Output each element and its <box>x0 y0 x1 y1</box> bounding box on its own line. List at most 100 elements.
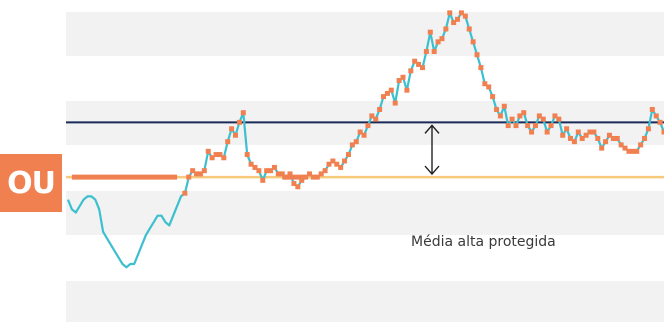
data-point-marker <box>470 39 476 45</box>
data-point-marker <box>225 139 231 145</box>
data-point-marker <box>197 171 203 177</box>
data-point-marker <box>213 152 219 158</box>
data-point-marker <box>634 148 640 154</box>
data-point-marker <box>490 94 496 100</box>
data-point-marker <box>540 116 546 122</box>
data-point-marker <box>493 106 499 112</box>
data-point-marker <box>626 148 632 154</box>
data-point-marker <box>521 110 527 116</box>
data-point-marker <box>517 113 523 119</box>
data-point-marker <box>606 132 612 138</box>
data-point-marker <box>657 119 663 125</box>
data-point-marker <box>217 152 223 158</box>
data-point-marker <box>205 148 211 154</box>
data-point-marker <box>186 174 192 180</box>
data-point-marker <box>501 103 507 109</box>
data-point-marker <box>478 65 484 71</box>
data-point-marker <box>318 171 324 177</box>
data-point-marker <box>603 139 609 145</box>
data-point-marker <box>653 113 659 119</box>
background-band <box>66 281 664 322</box>
data-point-marker <box>610 135 616 141</box>
data-point-marker <box>536 113 542 119</box>
data-point-marker <box>474 52 480 58</box>
data-point-marker <box>497 113 503 119</box>
data-point-marker <box>201 168 207 174</box>
data-point-marker <box>221 155 227 161</box>
data-point-marker <box>404 87 410 93</box>
data-point-marker <box>568 135 574 141</box>
data-point-marker <box>299 177 305 183</box>
data-point-marker <box>377 106 383 112</box>
data-point-marker <box>416 61 422 67</box>
data-point-marker <box>190 168 196 174</box>
data-point-marker <box>408 68 414 74</box>
data-point-marker <box>579 135 585 141</box>
data-point-marker <box>271 164 277 170</box>
data-point-marker <box>244 152 250 158</box>
data-point-marker <box>560 132 566 138</box>
data-point-marker <box>240 110 246 116</box>
data-point-marker <box>466 26 472 32</box>
data-point-marker <box>233 132 239 138</box>
data-point-marker <box>419 65 425 71</box>
data-point-marker <box>595 135 601 141</box>
data-point-marker <box>229 126 235 132</box>
data-point-marker <box>295 184 301 190</box>
data-point-marker <box>587 129 593 135</box>
data-point-marker <box>283 174 289 180</box>
data-point-marker <box>392 100 398 106</box>
data-point-marker <box>638 142 644 148</box>
data-point-marker <box>556 116 562 122</box>
data-point-marker <box>642 135 648 141</box>
data-point-marker <box>291 181 297 187</box>
data-point-marker <box>326 161 332 167</box>
data-point-marker <box>427 29 433 35</box>
data-point-marker <box>583 132 589 138</box>
data-point-marker <box>649 106 655 112</box>
data-point-marker <box>365 123 371 129</box>
data-point-marker <box>532 123 538 129</box>
data-point-marker <box>599 145 605 151</box>
data-point-marker <box>310 174 316 180</box>
data-point-marker <box>248 161 254 167</box>
data-point-marker <box>412 58 418 64</box>
data-point-marker <box>575 129 581 135</box>
data-point-marker <box>462 13 468 19</box>
data-point-marker <box>525 123 531 129</box>
data-point-marker <box>353 139 359 145</box>
double-arrow-icon <box>424 124 440 176</box>
annotation-label: Média alta protegida <box>411 234 556 250</box>
data-point-marker <box>256 168 262 174</box>
data-point-marker <box>443 26 449 32</box>
data-point-marker <box>209 155 215 161</box>
data-point-marker <box>345 152 351 158</box>
data-point-marker <box>529 129 535 135</box>
data-point-marker <box>275 171 281 177</box>
data-point-marker <box>618 142 624 148</box>
data-point-marker <box>303 174 309 180</box>
data-point-marker <box>447 10 453 16</box>
data-point-marker <box>571 139 577 145</box>
data-point-marker <box>384 90 390 96</box>
data-point-marker <box>264 168 270 174</box>
data-point-marker <box>307 171 313 177</box>
data-point-marker <box>381 94 387 100</box>
data-point-marker <box>431 49 437 55</box>
data-point-marker <box>357 129 363 135</box>
data-point-marker <box>260 177 266 183</box>
data-point-marker <box>455 16 461 22</box>
data-point-marker <box>423 49 429 55</box>
data-point-marker <box>400 74 406 80</box>
data-point-marker <box>548 123 554 129</box>
data-point-marker <box>334 161 340 167</box>
data-point-marker <box>349 142 355 148</box>
data-point-marker <box>552 113 558 119</box>
data-point-marker <box>369 113 375 119</box>
data-point-marker <box>645 126 651 132</box>
data-point-marker <box>287 171 293 177</box>
ou-badge: OU <box>0 154 62 212</box>
data-point-marker <box>564 126 570 132</box>
data-point-marker <box>182 190 188 196</box>
